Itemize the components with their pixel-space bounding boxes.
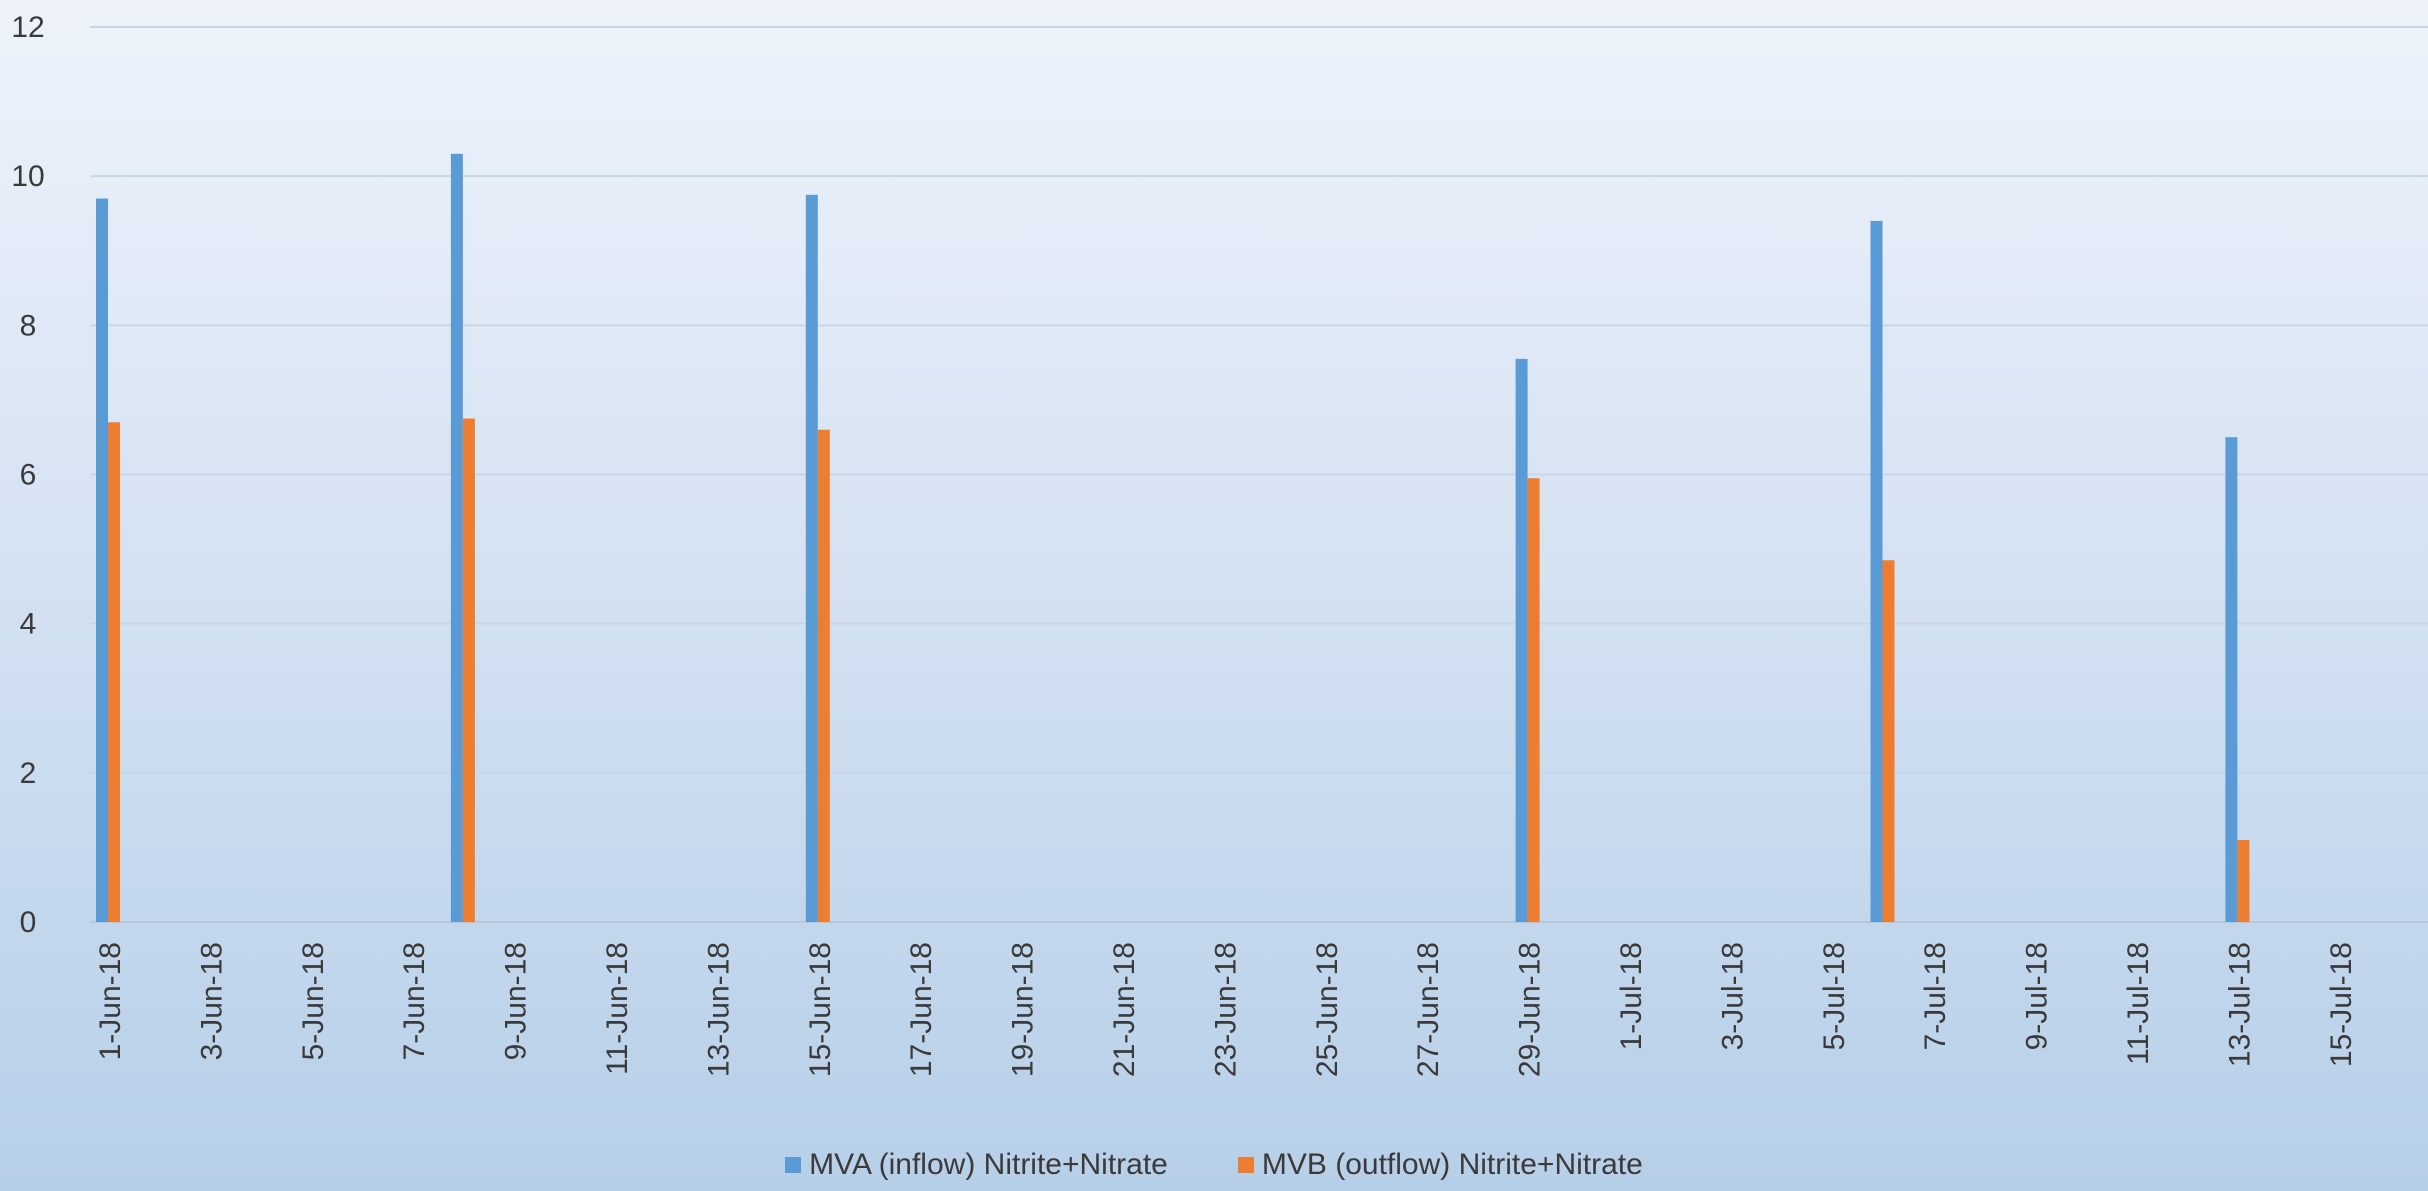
x-tick-label: 21-Jun-18 [1108,942,1141,1077]
x-tick-label: 3-Jun-18 [195,942,228,1060]
x-tick-label: 13-Jul-18 [2223,942,2256,1067]
legend-item-mva: MVA (inflow) Nitrite+Nitrate [785,1148,1168,1182]
bar-mvb [1882,560,1895,922]
x-tick-label: 1-Jun-18 [94,942,127,1060]
bar-mvb [817,429,830,922]
bar-mva [805,194,818,922]
chart-legend: MVA (inflow) Nitrite+Nitrate MVB (outflo… [0,1148,2428,1182]
x-tick-label: 15-Jun-18 [804,942,837,1077]
x-tick-label: 17-Jun-18 [905,942,938,1077]
y-tick-label: 2 [20,757,37,790]
bar-mva [2225,437,2238,922]
bar-mva [1515,358,1528,922]
x-tick-label: 27-Jun-18 [1412,942,1445,1077]
bar-mva [1870,220,1883,922]
x-tick-label: 9-Jun-18 [500,942,533,1060]
bar-mvb [108,422,120,922]
x-tick-label: 7-Jul-18 [1919,942,1952,1050]
x-tick-label: 17-Jul-18 [2426,942,2428,1067]
x-tick-label: 5-Jun-18 [297,942,330,1060]
y-tick-label: 8 [20,309,37,342]
x-tick-label: 19-Jun-18 [1007,942,1040,1077]
x-tick-label: 25-Jun-18 [1311,942,1344,1077]
legend-swatch-mva [785,1157,802,1173]
x-tick-label: 13-Jun-18 [702,942,735,1077]
y-tick-label: 4 [20,608,37,641]
x-tick-label: 7-Jun-18 [398,942,431,1060]
x-tick-label: 23-Jun-18 [1209,942,1242,1077]
x-tick-label: 11-Jun-18 [601,942,634,1075]
bar-mvb [462,418,475,922]
x-tick-label: 1-Jul-18 [1615,942,1648,1050]
x-tick-label: 29-Jun-18 [1514,942,1547,1077]
legend-swatch-mvb [1237,1157,1254,1173]
legend-label-mvb: MVB (outflow) Nitrite+Nitrate [1261,1148,1643,1181]
x-tick-label: 15-Jul-18 [2325,942,2358,1067]
legend-item-mvb: MVB (outflow) Nitrite+Nitrate [1237,1148,1643,1182]
bar-mvb [1527,478,1540,922]
bar-mva [96,198,108,922]
x-tick-label: 5-Jul-18 [1818,942,1851,1050]
legend-label-mva: MVA (inflow) Nitrite+Nitrate [809,1148,1168,1181]
y-tick-label: 12 [11,11,44,44]
y-tick-label: 10 [11,160,44,193]
bar-mva [450,153,463,922]
y-tick-label: 6 [20,459,37,492]
x-tick-label: 3-Jul-18 [1716,942,1749,1050]
x-tick-label: 9-Jul-18 [2021,942,2054,1050]
x-tick-label: 11-Jul-18 [2122,942,2155,1065]
y-tick-label: 0 [20,906,37,939]
bar-mvb [2237,839,2250,922]
